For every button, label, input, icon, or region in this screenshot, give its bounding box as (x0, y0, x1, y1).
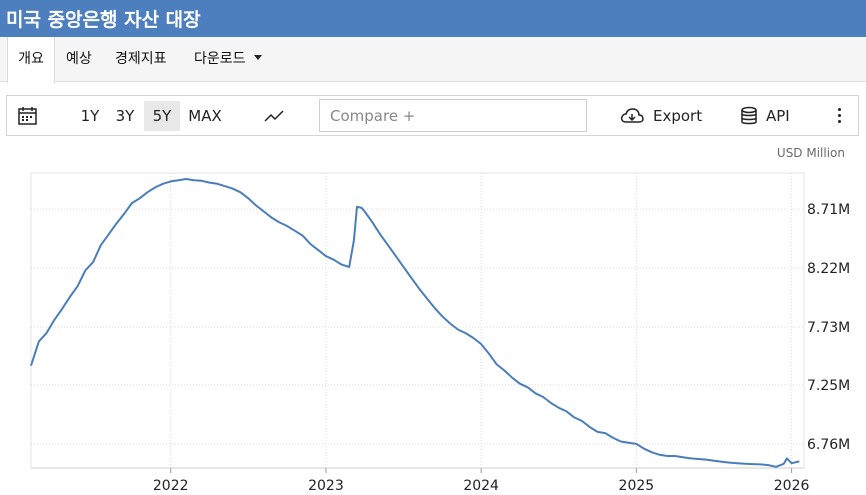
y-tick-label: 7.73M (807, 320, 850, 336)
range-max-button[interactable]: MAX (188, 107, 222, 125)
tab-overview-label: 개요 (18, 51, 44, 67)
range-5y-button[interactable]: 5Y (144, 101, 180, 131)
range-1y-button[interactable]: 1Y (80, 107, 100, 125)
database-icon[interactable] (738, 105, 760, 127)
y-tick-label: 7.25M (807, 378, 850, 394)
y-tick-label: 8.22M (807, 261, 850, 277)
tab-download-label: 다운로드 (194, 51, 246, 67)
export-button[interactable]: Export (653, 107, 703, 125)
line-chart-icon[interactable] (264, 105, 286, 127)
y-tick-label: 6.76M (807, 437, 850, 453)
tab-indicators[interactable]: 경제지표 (115, 37, 167, 82)
x-tick-label: 2025 (619, 478, 655, 494)
x-tick-label: 2026 (774, 478, 810, 494)
series-line (30, 178, 800, 468)
cloud-download-icon[interactable] (619, 105, 645, 127)
title-bar: 미국 중앙은행 자산 대장 (0, 0, 866, 37)
tab-indicators-label: 경제지표 (115, 51, 167, 67)
plot-frame (30, 172, 805, 469)
chevron-down-icon (253, 54, 262, 60)
tab-bar: 개요 예상 경제지표 다운로드 (0, 37, 866, 83)
chart-toolbar: 1Y 3Y 5Y MAX Export API (6, 95, 859, 136)
y-tick-label: 8.71M (807, 202, 850, 218)
range-3y-button[interactable]: 3Y (115, 107, 135, 125)
compare-input[interactable] (319, 99, 587, 132)
x-tick-label: 2023 (308, 478, 344, 494)
chart-svg: 6.76M 7.25M 7.73M 8.22M 8.71M 2022 2023 2024 202… (30, 172, 850, 494)
tab-overview[interactable]: 개요 (7, 37, 55, 83)
tab-download[interactable]: 다운로드 (194, 37, 262, 82)
more-vertical-icon[interactable] (836, 105, 842, 127)
x-tick-label: 2022 (153, 478, 189, 494)
x-tick-label: 2024 (463, 478, 499, 494)
tab-forecast[interactable]: 예상 (66, 37, 92, 82)
calendar-icon[interactable] (17, 105, 39, 127)
api-button[interactable]: API (766, 107, 790, 125)
chart-unit-label: USD Million (776, 146, 845, 160)
tab-forecast-label: 예상 (66, 51, 92, 67)
page-title: 미국 중앙은행 자산 대장 (6, 9, 201, 31)
